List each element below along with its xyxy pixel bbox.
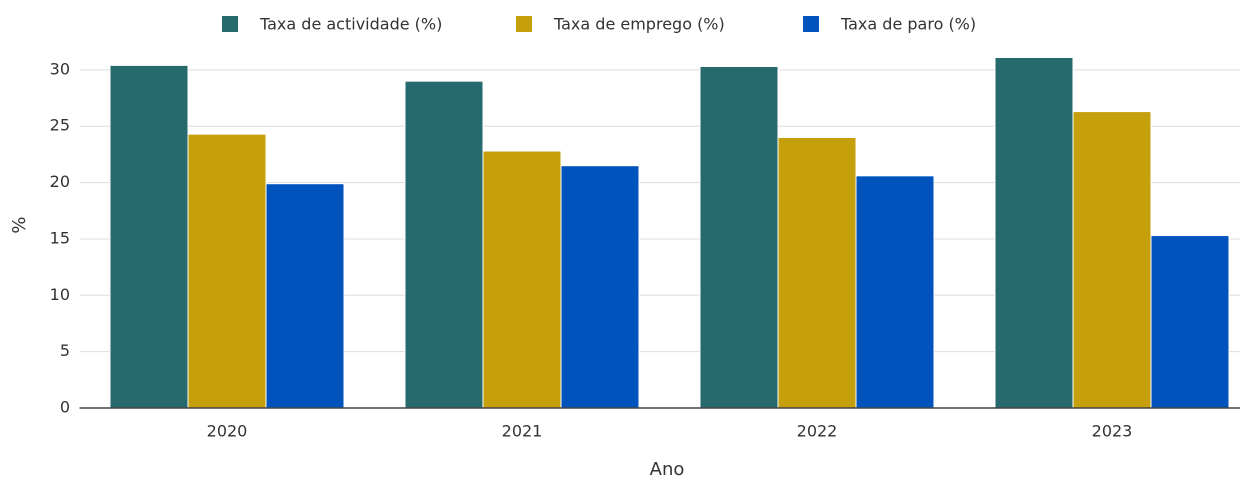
x-tick-label: 2023 <box>1092 422 1133 441</box>
y-tick-label: 25 <box>50 116 70 135</box>
bar <box>699 66 779 409</box>
bar <box>265 183 345 409</box>
x-tick-label: 2021 <box>502 422 543 441</box>
legend-label: Taxa de emprego (%) <box>553 15 725 34</box>
y-tick-label: 0 <box>60 398 70 417</box>
bar <box>109 64 189 409</box>
y-tick-label: 10 <box>50 285 70 304</box>
x-tick-label: 2020 <box>207 422 248 441</box>
legend-swatch <box>222 16 238 32</box>
y-tick-label: 15 <box>50 228 70 247</box>
y-axis-label: % <box>9 216 30 233</box>
bar <box>560 165 640 409</box>
y-tick-label: 20 <box>50 172 70 191</box>
bar <box>187 133 267 409</box>
bar <box>1150 235 1230 409</box>
legend-label: Taxa de actividade (%) <box>259 15 442 34</box>
x-tick-label: 2022 <box>797 422 838 441</box>
y-tick-label: 5 <box>60 341 70 360</box>
bar <box>1072 111 1152 409</box>
bar <box>994 56 1074 409</box>
legend-swatch <box>516 16 532 32</box>
legend-swatch <box>803 16 819 32</box>
legend-label: Taxa de paro (%) <box>840 15 976 34</box>
bar <box>777 137 857 409</box>
bar <box>404 80 484 409</box>
y-tick-label: 30 <box>50 59 70 78</box>
x-axis-label: Ano <box>650 459 685 480</box>
bar <box>855 175 935 409</box>
bar <box>482 150 562 409</box>
